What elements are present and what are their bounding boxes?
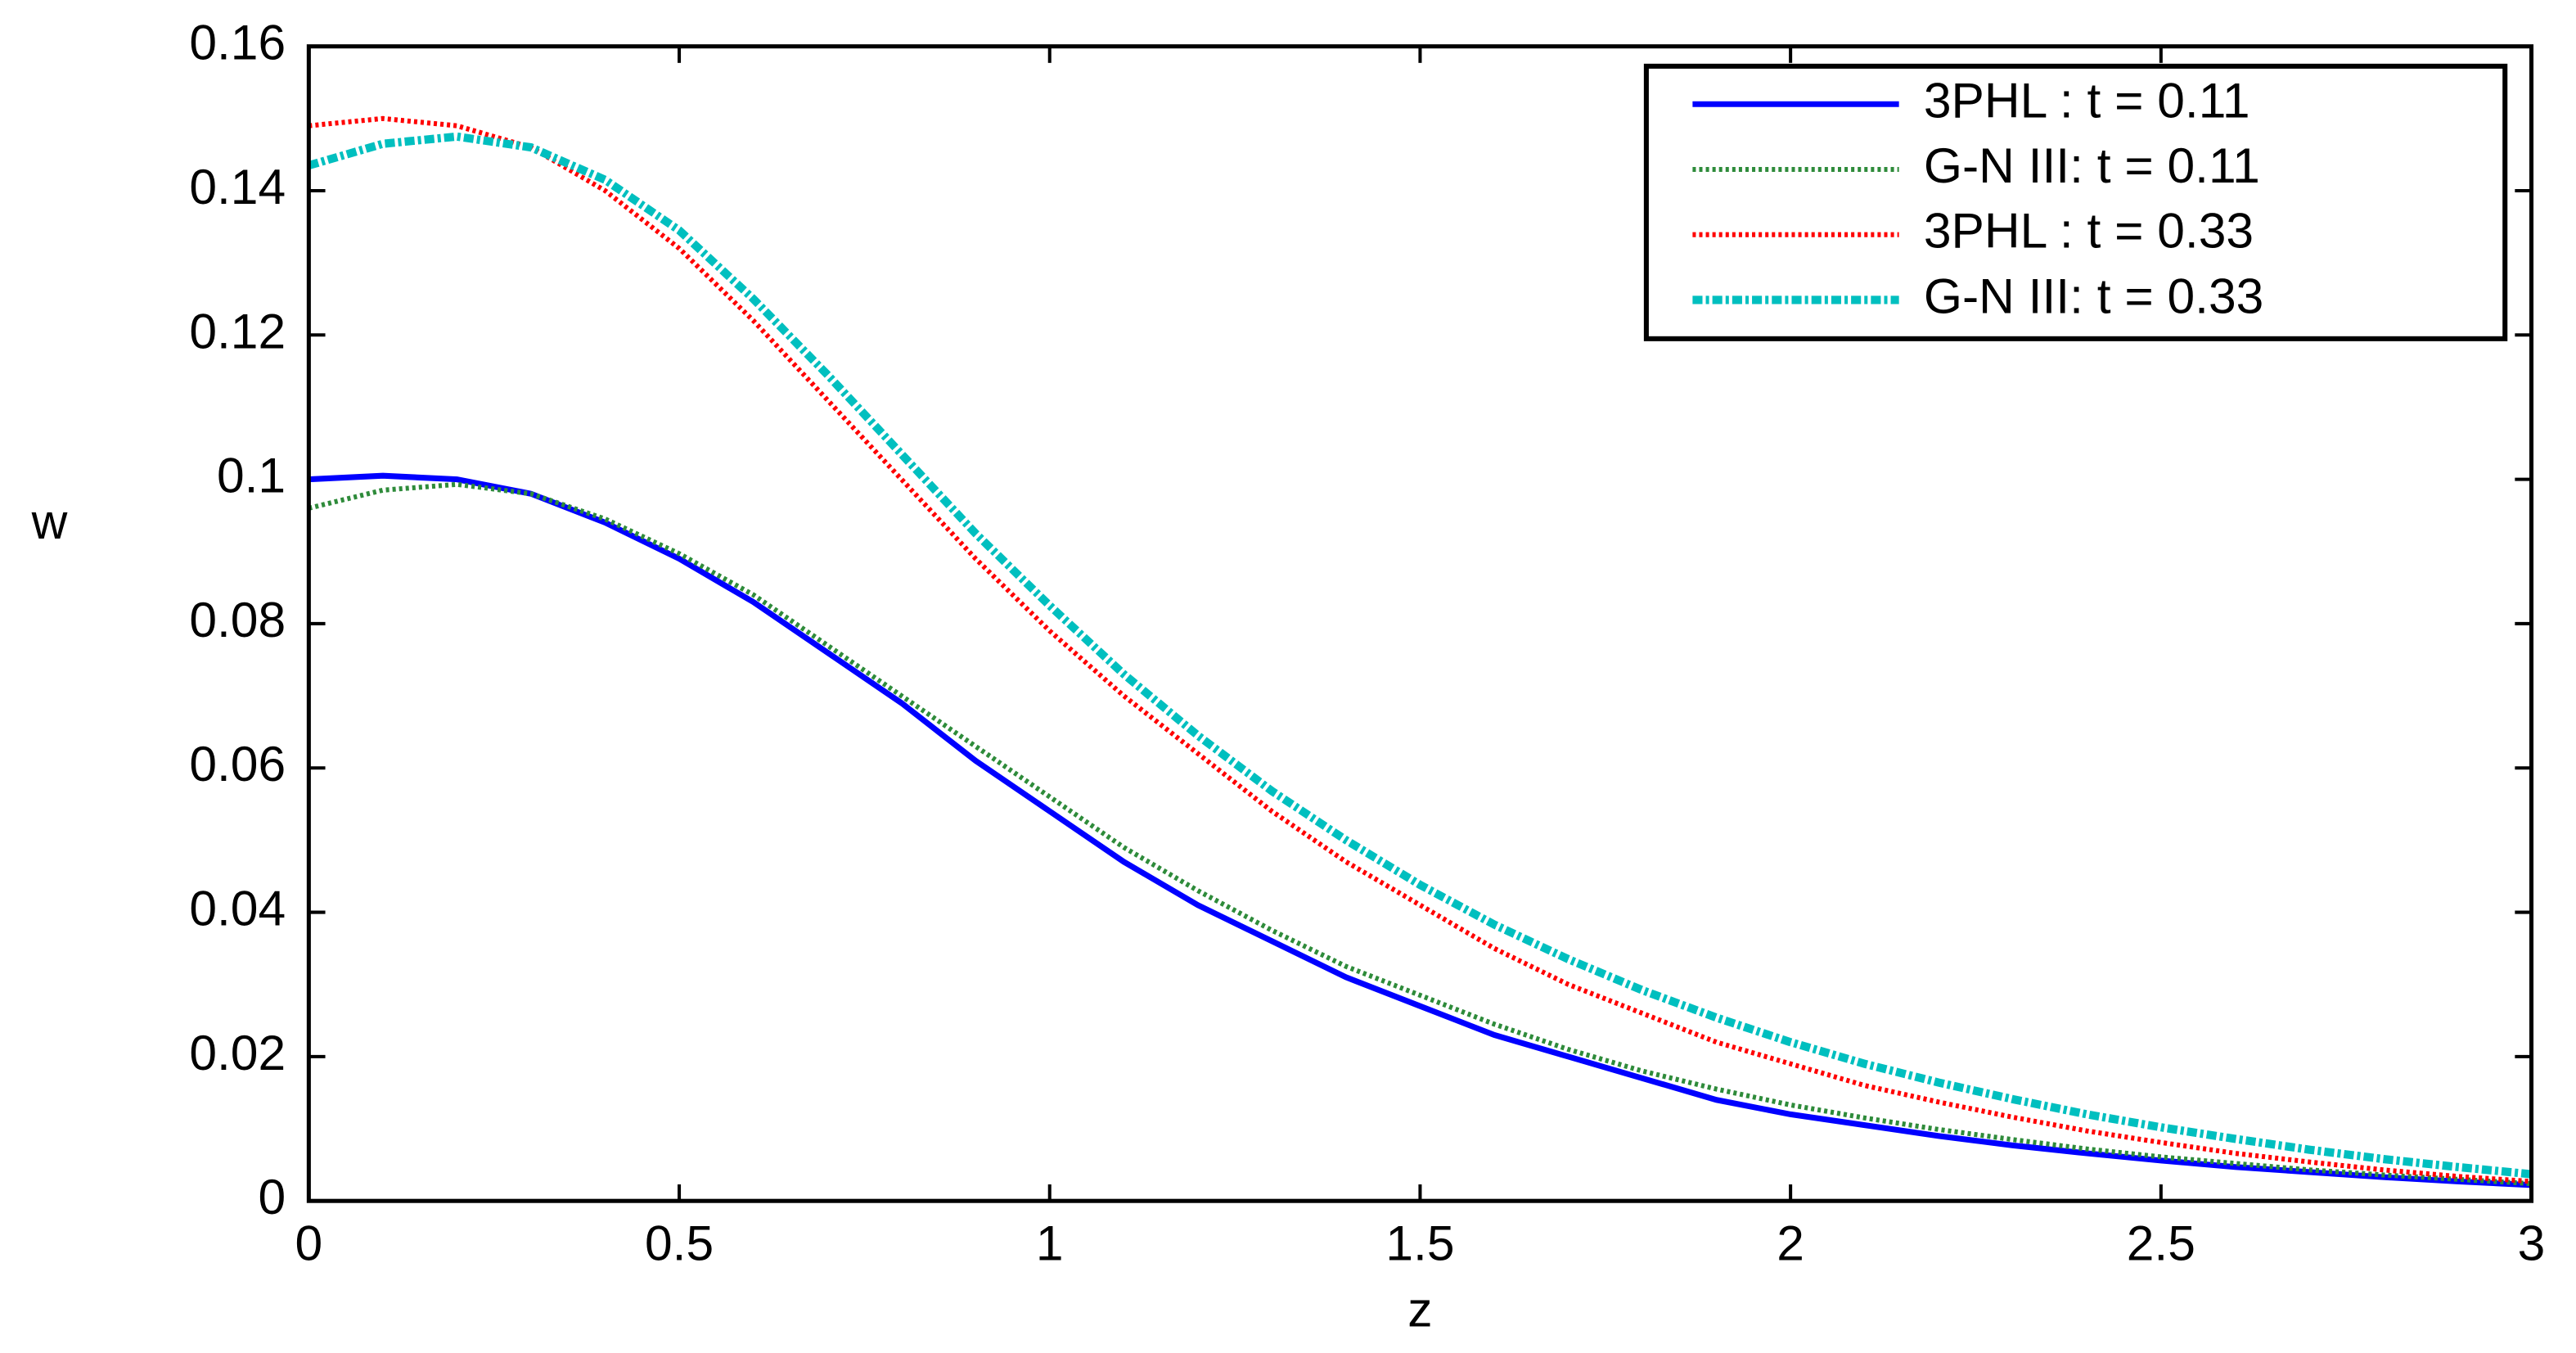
- y-tick-label: 0.16: [189, 15, 286, 70]
- x-tick-label: 2.5: [2127, 1215, 2195, 1271]
- legend-label: 3PHL : t = 0.33: [1924, 203, 2254, 259]
- x-tick-label: 1: [1036, 1215, 1064, 1271]
- y-tick-label: 0.1: [217, 448, 286, 503]
- legend-box: [1643, 63, 2508, 341]
- y-tick-label: 0.14: [189, 159, 286, 214]
- series-line: [307, 132, 2533, 1179]
- x-tick-label: 2: [1777, 1215, 1804, 1271]
- x-tick-label: 1.5: [1385, 1215, 1454, 1271]
- series-line: [308, 115, 2532, 1184]
- x-tick-label: 0: [295, 1215, 323, 1271]
- y-tick-label: 0.04: [189, 881, 286, 936]
- legend-label: G-N III: t = 0.11: [1924, 138, 2260, 193]
- series-line: [308, 472, 2532, 1188]
- y-tick-label: 0.06: [189, 736, 286, 792]
- x-tick-label: 3: [2518, 1215, 2546, 1271]
- legend-label: G-N III: t = 0.33: [1924, 268, 2263, 323]
- x-tick-label: 0.5: [645, 1215, 714, 1271]
- legend-label: 3PHL : t = 0.11: [1924, 72, 2250, 128]
- x-axis-label: z: [1407, 1281, 1432, 1337]
- y-tick-label: 0.08: [189, 592, 286, 647]
- plot-frame: [306, 44, 2534, 1203]
- series-line: [308, 481, 2532, 1187]
- y-axis-label: w: [31, 494, 68, 549]
- y-tick-label: 0.12: [189, 303, 286, 359]
- y-tick-label: 0: [258, 1169, 286, 1224]
- y-tick-label: 0.02: [189, 1025, 286, 1080]
